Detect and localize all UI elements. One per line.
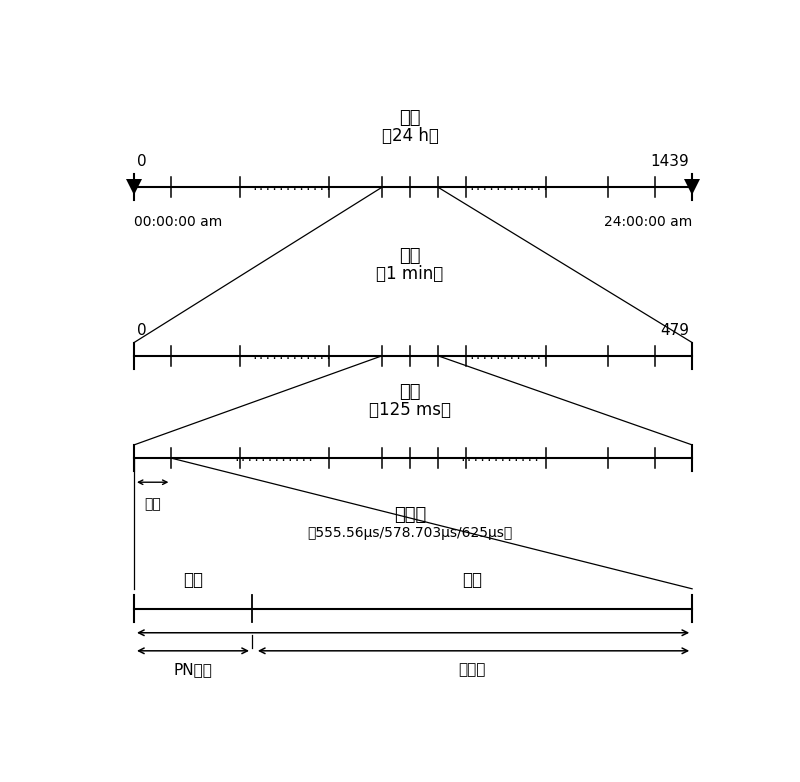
Text: 0: 0 bbox=[138, 154, 147, 169]
Text: 首帧: 首帧 bbox=[144, 497, 161, 511]
Text: PN序列: PN序列 bbox=[174, 662, 213, 676]
Text: 479: 479 bbox=[660, 323, 689, 338]
Text: 0: 0 bbox=[138, 323, 147, 338]
Text: 00:00:00 am: 00:00:00 am bbox=[134, 216, 222, 229]
Text: 帧体: 帧体 bbox=[462, 572, 482, 590]
Text: （555.56μs/578.703μs/625μs）: （555.56μs/578.703μs/625μs） bbox=[307, 526, 513, 540]
Text: ............: ............ bbox=[252, 351, 333, 361]
Text: ............: ............ bbox=[233, 453, 314, 463]
Text: 数据块: 数据块 bbox=[458, 662, 486, 676]
Text: ............: ............ bbox=[252, 182, 333, 192]
Text: 信号帧: 信号帧 bbox=[394, 506, 426, 525]
Text: 1439: 1439 bbox=[650, 154, 689, 169]
Text: 日帧: 日帧 bbox=[399, 109, 421, 127]
Text: 分帧: 分帧 bbox=[399, 247, 421, 265]
Text: （1 min）: （1 min） bbox=[376, 265, 444, 284]
Text: 24:00:00 am: 24:00:00 am bbox=[604, 216, 692, 229]
Text: 帧头: 帧头 bbox=[183, 572, 203, 590]
Text: ............: ............ bbox=[469, 182, 550, 192]
Text: ............: ............ bbox=[469, 351, 550, 361]
Text: （24 h）: （24 h） bbox=[382, 127, 438, 145]
Text: （125 ms）: （125 ms） bbox=[369, 401, 451, 419]
Text: ............: ............ bbox=[459, 453, 541, 463]
Text: 超帧: 超帧 bbox=[399, 383, 421, 401]
